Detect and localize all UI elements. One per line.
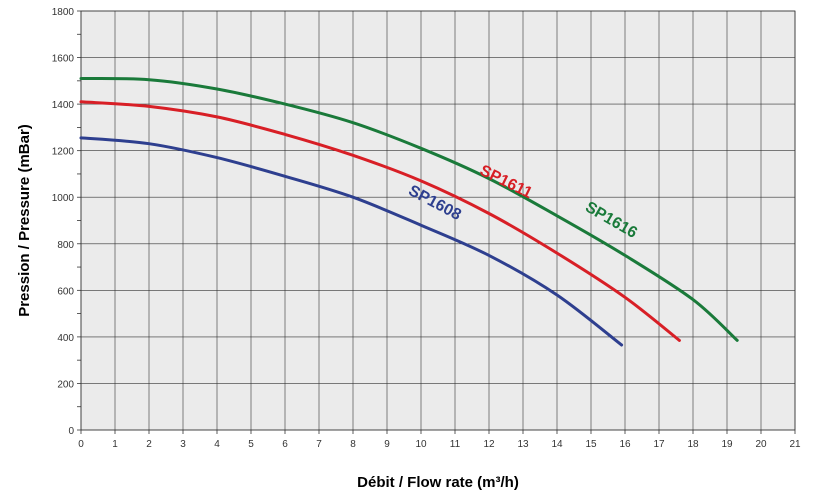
- x-tick-label: 4: [214, 439, 220, 450]
- x-tick-label: 6: [282, 439, 288, 450]
- x-tick-label: 12: [483, 439, 495, 450]
- x-tick-label: 21: [789, 439, 801, 450]
- plot-area: [80, 10, 796, 431]
- x-tick-label: 13: [517, 439, 529, 450]
- y-tick-label: 1400: [52, 100, 75, 111]
- y-tick-label: 200: [57, 379, 74, 390]
- grid: [80, 10, 796, 431]
- x-tick-label: 8: [350, 439, 356, 450]
- x-axis-title: Débit / Flow rate (m³/h): [357, 474, 519, 491]
- x-tick-label: 17: [653, 439, 665, 450]
- y-tick-label: 1000: [52, 193, 75, 204]
- x-tick-label: 1: [112, 439, 118, 450]
- x-tick-label: 2: [146, 439, 152, 450]
- x-axis-ticks: 0 1 2 3 4 5 6 7 8 9 10 11 12 13 14 15 16 17 18 19 20 21: [78, 430, 801, 450]
- x-tick-label: 9: [384, 439, 390, 450]
- x-tick-label: 19: [721, 439, 733, 450]
- y-axis-ticks: 0 200 400 600 800 1000 1200 1400 1600 1800: [52, 7, 81, 437]
- x-tick-label: 5: [248, 439, 254, 450]
- x-tick-label: 0: [78, 439, 84, 450]
- x-tick-label: 14: [551, 439, 563, 450]
- x-tick-label: 3: [180, 439, 186, 450]
- x-tick-label: 11: [450, 439, 461, 450]
- x-tick-label: 10: [415, 439, 427, 450]
- series-line-sp1616: [79, 76, 739, 342]
- y-tick-label: 0: [68, 426, 74, 437]
- x-tick-label: 7: [316, 439, 322, 450]
- x-tick-label: 20: [755, 439, 767, 450]
- x-tick-label: 16: [619, 439, 631, 450]
- y-tick-label: 1200: [52, 147, 75, 158]
- y-tick-label: 600: [57, 286, 74, 297]
- x-tick-label: 15: [585, 439, 597, 450]
- series-line-sp1608: [79, 136, 624, 347]
- y-tick-label: 1600: [52, 54, 75, 65]
- series-lines: [79, 76, 739, 347]
- y-tick-label: 1800: [52, 7, 75, 18]
- x-tick-label: 18: [687, 439, 699, 450]
- y-axis-title: Pression / Pressure (mBar): [16, 124, 33, 317]
- series-line-sp1611: [79, 100, 681, 342]
- y-tick-label: 800: [57, 240, 74, 251]
- y-tick-label: 400: [57, 333, 74, 344]
